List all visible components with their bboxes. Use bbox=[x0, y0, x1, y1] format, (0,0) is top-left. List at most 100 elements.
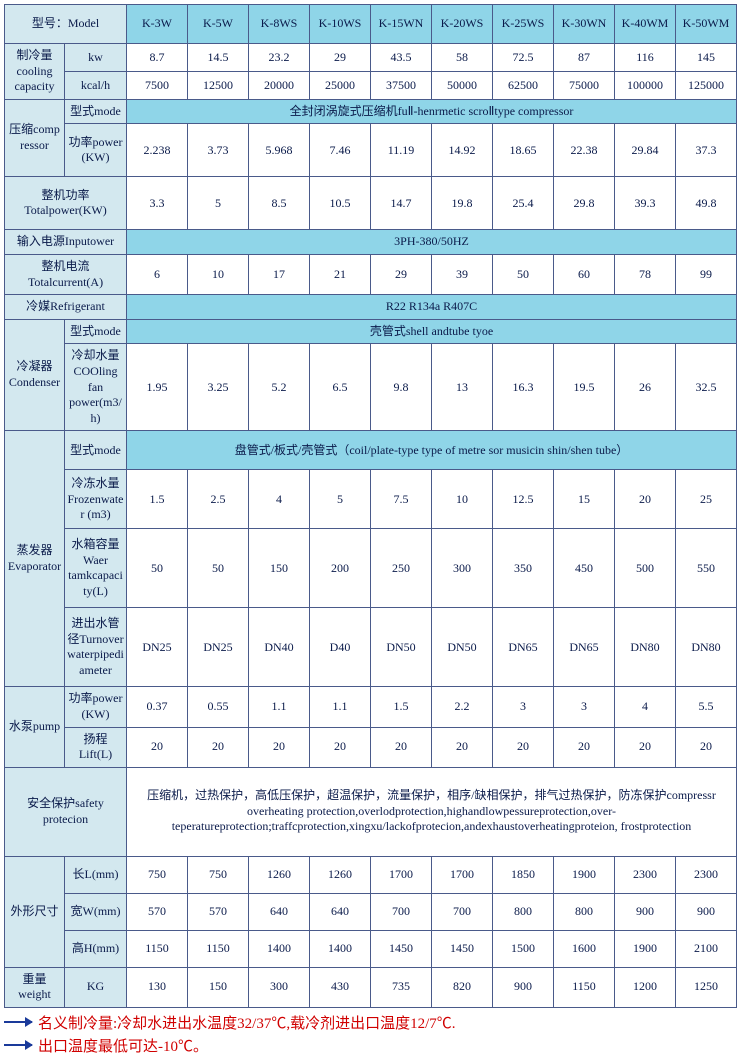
dimensions-label: 外形尺寸 bbox=[5, 856, 65, 967]
cell: 1700 bbox=[371, 856, 432, 893]
cell: 100000 bbox=[615, 71, 676, 99]
weight-label: 重量weight bbox=[5, 967, 65, 1007]
cell: 29 bbox=[371, 254, 432, 294]
totalpower-label: 整机功率Totalpower(KW) bbox=[5, 177, 127, 230]
kcalh-label: kcal/h bbox=[65, 71, 127, 99]
cell: 49.8 bbox=[676, 177, 737, 230]
model-col: K-20WS bbox=[432, 5, 493, 44]
model-col: K-10WS bbox=[310, 5, 371, 44]
cell: 1150 bbox=[554, 967, 615, 1007]
compressor-type: 全封闭涡旋式压缩机fuⅡ-henrmetic scroⅡtype compres… bbox=[127, 99, 737, 124]
cell: 900 bbox=[615, 893, 676, 930]
footnote-text: 名义制冷量:冷却水进出水温度32/37℃,载冷剂进出口温度12/7℃. bbox=[38, 1012, 456, 1033]
cell: 37.3 bbox=[676, 124, 737, 177]
cell: 3.25 bbox=[188, 344, 249, 431]
cell: 25000 bbox=[310, 71, 371, 99]
cell: DN50 bbox=[371, 608, 432, 687]
arrow-icon bbox=[4, 1021, 32, 1023]
cell: 12500 bbox=[188, 71, 249, 99]
inputpower-label: 输入电源Inputower bbox=[5, 230, 127, 255]
cell: 1.5 bbox=[371, 687, 432, 727]
cell: 10.5 bbox=[310, 177, 371, 230]
cell: 29 bbox=[310, 44, 371, 72]
cell: 1400 bbox=[310, 930, 371, 967]
cell: 99 bbox=[676, 254, 737, 294]
model-col: K-40WM bbox=[615, 5, 676, 44]
cell: 700 bbox=[432, 893, 493, 930]
cell: 13 bbox=[432, 344, 493, 431]
footnotes: 名义制冷量:冷却水进出水温度32/37℃,载冷剂进出口温度12/7℃.出口温度最… bbox=[4, 1012, 736, 1056]
cell: DN80 bbox=[615, 608, 676, 687]
safety-label: 安全保护safety protecion bbox=[5, 767, 127, 856]
cell: 10 bbox=[188, 254, 249, 294]
footnote-row: 名义制冷量:冷却水进出水温度32/37℃,载冷剂进出口温度12/7℃. bbox=[4, 1012, 736, 1033]
cell: 14.5 bbox=[188, 44, 249, 72]
cell: 700 bbox=[371, 893, 432, 930]
cell: 4 bbox=[249, 470, 310, 529]
cell: 1600 bbox=[554, 930, 615, 967]
cell: 250 bbox=[371, 529, 432, 608]
cooling-label: 制冷量cooling capacity bbox=[5, 44, 65, 100]
cell: 0.37 bbox=[127, 687, 188, 727]
compressor-label: 压缩comp ressor bbox=[5, 99, 65, 177]
frozenwater-label: 冷冻水量Frozenwater (m3) bbox=[65, 470, 127, 529]
cell: 1200 bbox=[615, 967, 676, 1007]
cell: 800 bbox=[493, 893, 554, 930]
cell: 1.1 bbox=[310, 687, 371, 727]
cell: 11.19 bbox=[371, 124, 432, 177]
condenser-label: 冷凝器Condenser bbox=[5, 319, 65, 431]
model-col: K-15WN bbox=[371, 5, 432, 44]
pump-label: 水泵pump bbox=[5, 687, 65, 767]
cell: 62500 bbox=[493, 71, 554, 99]
type-label: 型式mode bbox=[65, 99, 127, 124]
type-label: 型式mode bbox=[65, 319, 127, 344]
cell: 20 bbox=[127, 727, 188, 767]
refrigerant-val: R22 R134a R407C bbox=[127, 295, 737, 320]
cell: 1150 bbox=[188, 930, 249, 967]
cell: 7.5 bbox=[371, 470, 432, 529]
cell: 1900 bbox=[615, 930, 676, 967]
cell: 23.2 bbox=[249, 44, 310, 72]
pumppower-label: 功率power (KW) bbox=[65, 687, 127, 727]
cell: 20 bbox=[615, 470, 676, 529]
height-label: 高H(mm) bbox=[65, 930, 127, 967]
length-label: 长L(mm) bbox=[65, 856, 127, 893]
coolingfan-label: 冷却水量COOling fan power(m3/h) bbox=[65, 344, 127, 431]
cell: 32.5 bbox=[676, 344, 737, 431]
cell: 75000 bbox=[554, 71, 615, 99]
cell: 1400 bbox=[249, 930, 310, 967]
cell: 640 bbox=[310, 893, 371, 930]
cell: 20 bbox=[493, 727, 554, 767]
cell: 5 bbox=[188, 177, 249, 230]
cell: 1500 bbox=[493, 930, 554, 967]
cell: 50 bbox=[188, 529, 249, 608]
cell: 10 bbox=[432, 470, 493, 529]
cell: 550 bbox=[676, 529, 737, 608]
cell: 2.5 bbox=[188, 470, 249, 529]
tankcap-label: 水箱容量Waer tamkcapacity(L) bbox=[65, 529, 127, 608]
cell: 1900 bbox=[554, 856, 615, 893]
cell: 2300 bbox=[615, 856, 676, 893]
cell: 570 bbox=[127, 893, 188, 930]
cell: 3 bbox=[554, 687, 615, 727]
cell: 145 bbox=[676, 44, 737, 72]
cell: 22.38 bbox=[554, 124, 615, 177]
cell: 2100 bbox=[676, 930, 737, 967]
cell: 39 bbox=[432, 254, 493, 294]
cell: 4 bbox=[615, 687, 676, 727]
cell: 39.3 bbox=[615, 177, 676, 230]
cell: 7.46 bbox=[310, 124, 371, 177]
refrigerant-label: 冷媒Refrigerant bbox=[5, 295, 127, 320]
cell: 20 bbox=[249, 727, 310, 767]
cell: 1260 bbox=[310, 856, 371, 893]
totalcurrent-label: 整机电流Totalcurrent(A) bbox=[5, 254, 127, 294]
cell: DN40 bbox=[249, 608, 310, 687]
cell: 43.5 bbox=[371, 44, 432, 72]
cell: 125000 bbox=[676, 71, 737, 99]
cell: 15 bbox=[554, 470, 615, 529]
cell: 58 bbox=[432, 44, 493, 72]
cell: 26 bbox=[615, 344, 676, 431]
cell: 19.8 bbox=[432, 177, 493, 230]
cell: 1.95 bbox=[127, 344, 188, 431]
cell: 3.3 bbox=[127, 177, 188, 230]
